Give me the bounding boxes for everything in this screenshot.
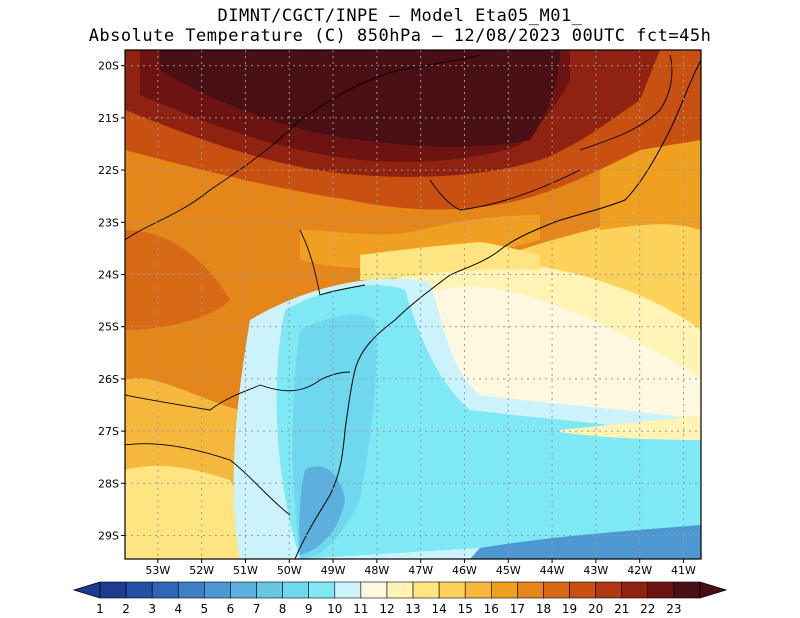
colorbar-label: 7 <box>253 602 261 616</box>
field-se-warm <box>560 415 701 440</box>
colorbar-label: 14 <box>431 602 446 616</box>
border-line-4 <box>299 229 366 296</box>
colorbar-label: 8 <box>279 602 287 616</box>
colorbar-label: 10 <box>327 602 342 616</box>
colorbar-swatch <box>256 581 283 599</box>
lon-tick-label: 52W <box>189 564 214 577</box>
field-pale <box>410 286 701 420</box>
colorbar-label: 6 <box>227 602 235 616</box>
colorbar-swatch <box>334 581 362 599</box>
lon-tick-label: 53W <box>145 564 170 577</box>
lon-tick-label: 45W <box>496 564 521 577</box>
colorbar-swatch <box>569 581 596 599</box>
colorbar-label: 2 <box>122 602 130 616</box>
colorbar-label: 15 <box>458 602 473 616</box>
colorbar-swatch <box>230 581 257 599</box>
colorbar-label: 16 <box>484 602 499 616</box>
colorbar-swatch <box>595 581 623 599</box>
colorbar-swatch <box>282 581 309 599</box>
colorbar-swatch <box>438 581 466 599</box>
border-line-6 <box>579 54 673 151</box>
lon-tick-label: 43W <box>583 564 608 577</box>
colorbar-label: 21 <box>614 602 629 616</box>
temperature-field <box>125 50 701 559</box>
colorbar-label: 18 <box>536 602 551 616</box>
border-line-5 <box>429 169 581 211</box>
colorbar-swatch <box>491 581 518 599</box>
lat-tick-label: 26S <box>98 373 119 386</box>
colorbar-swatch <box>204 581 231 599</box>
colorbar-swatch <box>543 581 570 599</box>
field-north-maroon <box>160 50 560 147</box>
longitude-axis: 53W 52W 51W 50W 49W 48W 47W 46W 45W 44W 43W 42W 41W <box>145 559 696 577</box>
state-borders <box>125 54 673 516</box>
colorbar-swatch <box>621 581 649 599</box>
colorbar-label: 13 <box>405 602 420 616</box>
colorbar-arrow-low <box>72 581 101 599</box>
colorbar-swatch <box>673 581 701 599</box>
coastline <box>294 59 701 559</box>
lat-tick-label: 24S <box>98 268 119 281</box>
coastline-path <box>294 59 701 559</box>
colorbar-swatch <box>464 581 492 599</box>
map-frame <box>124 49 702 560</box>
lon-tick-label: 50W <box>277 564 302 577</box>
colorbar-label: 17 <box>510 602 525 616</box>
lat-tick-label: 20S <box>98 60 119 73</box>
colorbar-swatch <box>360 581 388 599</box>
colorbar-arrow-high <box>699 581 728 599</box>
border-line-2 <box>125 371 351 411</box>
colorbar-swatch <box>177 581 205 599</box>
lat-tick-label: 22S <box>98 164 119 177</box>
colorbar-label: 4 <box>174 602 182 616</box>
field-se-blue <box>470 525 701 559</box>
colorbar-label: 20 <box>588 602 603 616</box>
colorbar-swatch <box>99 581 127 599</box>
field-cold-cyan <box>276 285 701 559</box>
border-line-1 <box>125 54 481 241</box>
colorbar-label: 22 <box>640 602 655 616</box>
chart-title-line1: DIMNT/CGCT/INPE – Model Eta05_M01_ <box>217 6 583 26</box>
colorbar-label: 11 <box>353 602 368 616</box>
field-coast-yellow <box>360 242 540 280</box>
lon-tick-label: 51W <box>233 564 258 577</box>
colorbar-swatch <box>386 581 414 599</box>
colorbar-swatch <box>151 581 179 599</box>
lat-tick-label: 25S <box>98 321 119 334</box>
colorbar-swatch <box>125 581 153 599</box>
chart-title-line2: Absolute Temperature (C) 850hPa – 12/08/… <box>88 26 712 46</box>
lon-tick-label: 49W <box>321 564 346 577</box>
latitude-axis: 20S 21S 22S 23S 24S 25S 26S 27S 28S 29S <box>98 60 125 543</box>
colorbar-label: 1 <box>96 602 104 616</box>
lon-tick-label: 44W <box>540 564 565 577</box>
lon-tick-label: 41W <box>671 564 696 577</box>
colorbar-label: 19 <box>562 602 577 616</box>
border-line-3 <box>125 443 291 516</box>
colorbar-label: 3 <box>148 602 156 616</box>
colorbar-label: 23 <box>666 602 681 616</box>
colorbar-swatch <box>308 581 336 599</box>
field-w-orange <box>125 230 230 330</box>
colorbar-label: 9 <box>305 602 313 616</box>
colorbar: 1 2 3 4 5 6 7 8 9 10 11 12 13 14 15 16 17 18 19 20 21 22 23 <box>72 581 728 616</box>
field-coast-transition <box>300 215 540 269</box>
colorbar-swatch <box>517 581 544 599</box>
colorbar-swatch <box>412 581 440 599</box>
lat-tick-label: 21S <box>98 112 119 125</box>
lon-tick-label: 48W <box>364 564 389 577</box>
map-grid <box>125 50 701 559</box>
colorbar-label: 5 <box>201 602 209 616</box>
lat-tick-label: 23S <box>98 216 119 229</box>
lon-tick-label: 47W <box>408 564 433 577</box>
colorbar-label: 12 <box>379 602 394 616</box>
colorbar-swatch <box>647 581 675 599</box>
lat-tick-label: 28S <box>98 477 119 490</box>
lat-tick-label: 27S <box>98 425 119 438</box>
lon-tick-label: 42W <box>627 564 652 577</box>
lat-tick-label: 29S <box>98 530 119 543</box>
lon-tick-label: 46W <box>452 564 477 577</box>
